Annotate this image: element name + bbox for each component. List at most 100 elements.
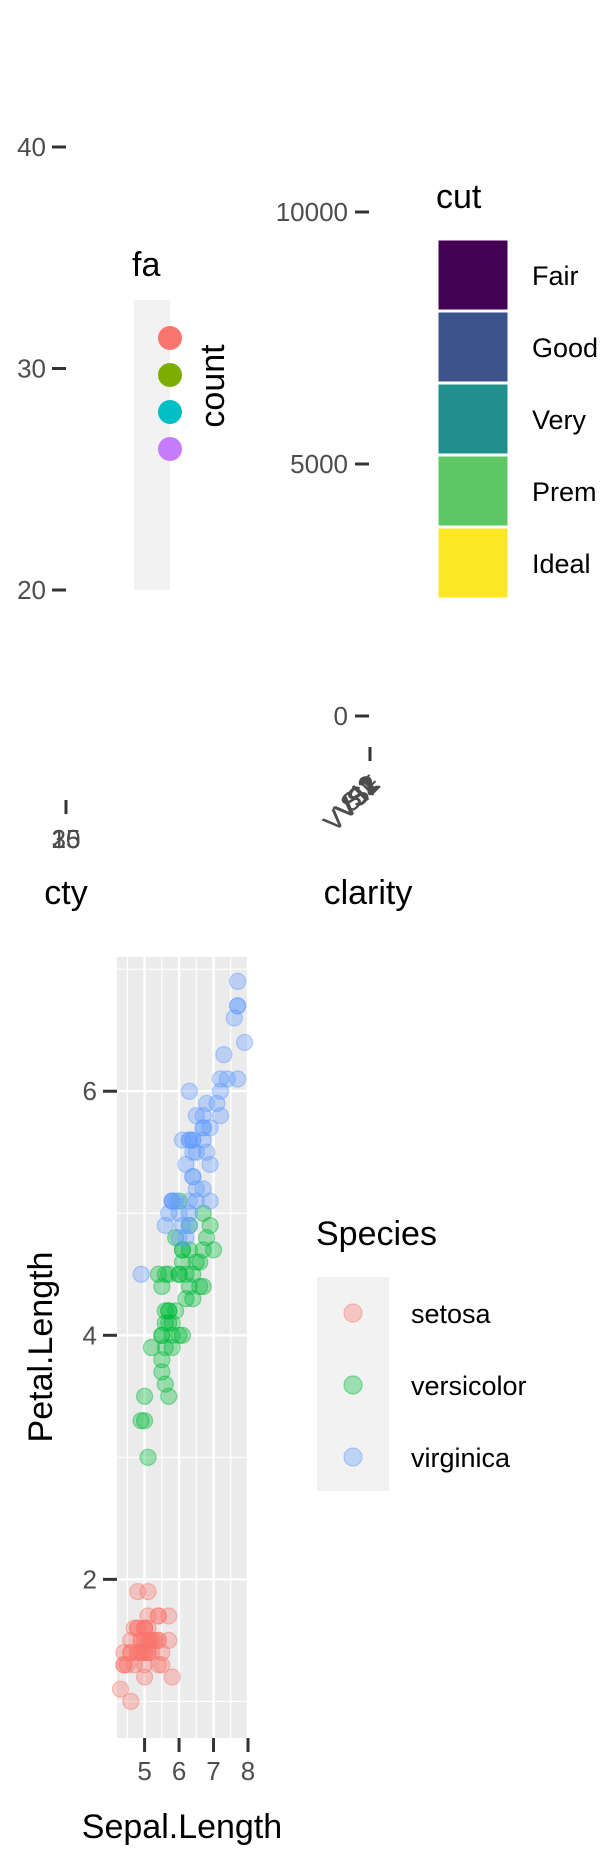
point-virginica-5 (225, 1009, 243, 1027)
cty-x-tick-label-3: 15 (52, 824, 81, 854)
cut-legend-label-2: Very (532, 405, 587, 435)
point-virginica-4 (187, 1107, 205, 1125)
point-setosa-12 (129, 1643, 147, 1662)
fa-legend-keys (158, 326, 182, 461)
species-legend-title: Species (316, 1215, 437, 1253)
cut-legend-label-3: Prem (532, 477, 597, 507)
cty-y-tick-label-0: 20 (17, 575, 46, 605)
point-versicolor-37 (180, 1277, 198, 1296)
point-virginica-8 (194, 1107, 212, 1125)
cut-legend-key-1 (437, 311, 509, 383)
cut-legend-key-0 (437, 239, 509, 311)
iris-points (111, 972, 254, 1710)
point-setosa-43 (135, 1619, 154, 1637)
cty-y-tick-label-2: 40 (17, 132, 46, 162)
point-setosa-23 (139, 1607, 157, 1625)
point-virginica-24 (194, 1119, 212, 1137)
point-setosa-21 (139, 1631, 157, 1649)
point-setosa-19 (139, 1631, 157, 1649)
point-setosa-28 (142, 1643, 161, 1662)
point-virginica-0 (180, 1082, 198, 1100)
point-versicolor-48 (139, 1448, 157, 1466)
point-setosa-26 (135, 1619, 154, 1637)
clarity-y-tick-label-2: 10000 (276, 197, 348, 227)
point-virginica-49 (167, 1192, 185, 1210)
point-virginica-10 (187, 1192, 205, 1210)
point-versicolor-45 (160, 1302, 178, 1320)
point-versicolor-41 (173, 1253, 192, 1271)
point-versicolor-49 (160, 1314, 178, 1332)
fa-legend-key-0 (158, 326, 182, 350)
cut-legend-label-0: Fair (532, 261, 579, 291)
point-virginica-34 (173, 1131, 192, 1149)
point-setosa-8 (115, 1643, 133, 1662)
point-virginica-31 (235, 1033, 254, 1052)
cty-y-axis: 20 30 40 (17, 132, 66, 605)
point-versicolor-13 (173, 1241, 192, 1259)
cut-legend-entries: Fair Good Very Prem Ideal (437, 239, 598, 599)
point-versicolor-46 (160, 1302, 178, 1320)
point-virginica-22 (229, 997, 247, 1015)
iris-x-tick-label-1: 6 (172, 1756, 186, 1786)
iris-plot-background (117, 957, 248, 1738)
point-versicolor-16 (156, 1265, 174, 1283)
point-versicolor-24 (184, 1290, 202, 1308)
iris-x-tick-label-0: 5 (137, 1756, 151, 1786)
point-versicolor-17 (163, 1314, 181, 1332)
iris-y-tick-label-1: 4 (83, 1320, 97, 1350)
point-setosa-14 (163, 1668, 181, 1686)
point-setosa-37 (132, 1643, 150, 1662)
clarity-y-axis-title: count (194, 344, 232, 428)
species-legend-label-versicolor: versicolor (411, 1371, 527, 1401)
point-setosa-25 (135, 1619, 154, 1637)
point-virginica-17 (229, 997, 247, 1015)
point-versicolor-15 (194, 1277, 212, 1296)
point-virginica-19 (170, 1204, 188, 1222)
point-virginica-16 (187, 1143, 205, 1161)
point-versicolor-7 (132, 1412, 150, 1430)
point-virginica-27 (173, 1216, 192, 1235)
point-setosa-31 (149, 1631, 167, 1649)
point-virginica-3 (180, 1131, 198, 1149)
point-setosa-33 (153, 1643, 171, 1662)
point-setosa-27 (142, 1631, 161, 1649)
point-versicolor-3 (153, 1326, 171, 1344)
point-virginica-37 (184, 1143, 202, 1161)
point-versicolor-23 (173, 1241, 192, 1259)
point-versicolor-47 (177, 1290, 195, 1308)
point-setosa-3 (122, 1631, 140, 1649)
point-versicolor-9 (142, 1338, 161, 1357)
fa-legend-key-3 (158, 437, 182, 461)
point-setosa-2 (125, 1656, 143, 1674)
point-versicolor-19 (156, 1338, 174, 1357)
point-setosa-44 (139, 1582, 157, 1601)
species-legend-label-setosa: setosa (411, 1299, 492, 1329)
point-setosa-39 (139, 1631, 157, 1649)
species-legend-key-versicolor (343, 1375, 363, 1395)
clarity-y-tick-label-0: 0 (334, 701, 348, 731)
point-setosa-49 (135, 1643, 154, 1662)
point-setosa-29 (125, 1619, 143, 1637)
point-virginica-21 (156, 1216, 174, 1235)
point-setosa-41 (118, 1656, 136, 1674)
point-setosa-9 (132, 1631, 150, 1649)
point-virginica-23 (180, 1216, 198, 1235)
fa-legend-key-1 (158, 363, 182, 387)
fa-legend-key-2 (158, 400, 182, 424)
point-setosa-0 (139, 1643, 157, 1662)
point-setosa-35 (135, 1668, 154, 1686)
point-virginica-11 (184, 1168, 202, 1186)
point-setosa-30 (129, 1619, 147, 1637)
point-setosa-24 (129, 1582, 147, 1601)
cut-legend-label-4: Ideal (532, 549, 591, 579)
point-virginica-47 (187, 1180, 205, 1198)
point-virginica-42 (163, 1192, 181, 1210)
point-setosa-11 (129, 1619, 147, 1637)
point-versicolor-33 (170, 1192, 188, 1210)
point-virginica-14 (163, 1192, 181, 1210)
species-legend-key-background (317, 1277, 389, 1491)
point-setosa-48 (146, 1631, 164, 1649)
cut-legend-key-4 (437, 527, 509, 599)
